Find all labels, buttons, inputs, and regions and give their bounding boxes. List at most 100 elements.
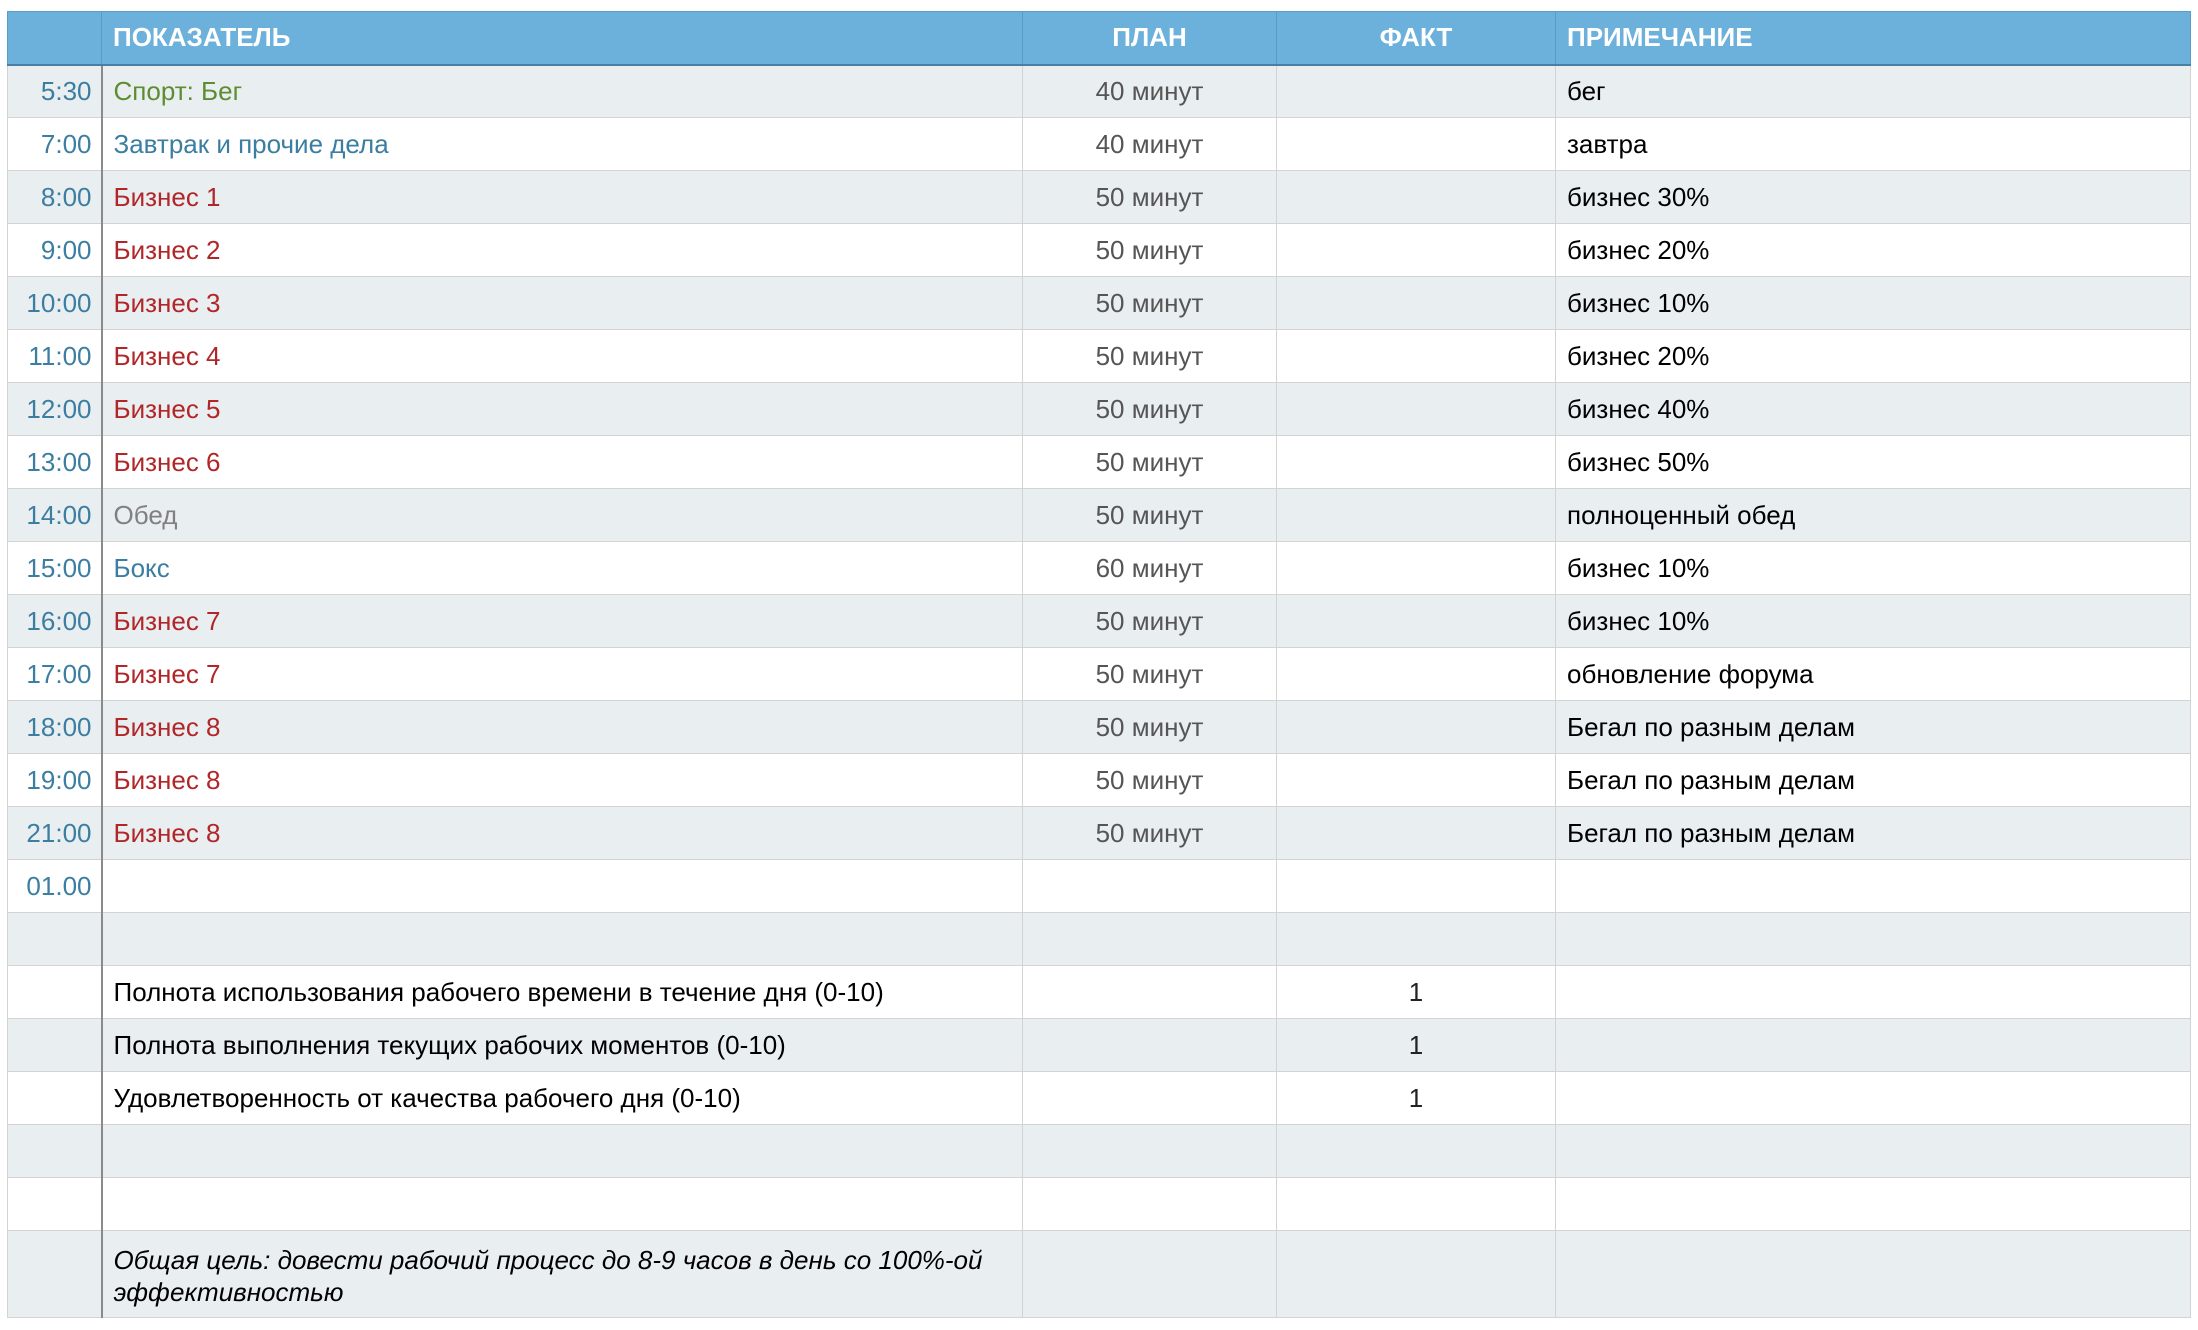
cell [1555,1071,2191,1125]
table-row: Полнота выполнения текущих рабочих момен… [7,1018,2191,1072]
note-cell: бег [1555,64,2191,118]
time-cell: 9:00 [7,223,103,277]
cell [1022,912,1277,966]
task-cell: Бизнес 7 [101,594,1023,648]
fact-cell [1276,700,1556,754]
plan-cell: 40 минут [1022,64,1277,118]
cell [1022,1018,1277,1072]
task-cell: Бокс [101,541,1023,595]
task-cell: Бизнес 3 [101,276,1023,330]
header-cell: ФАКТ [1276,11,1556,66]
note-cell: обновление форума [1555,647,2191,701]
note-cell: полноценный обед [1555,488,2191,542]
time-cell: 13:00 [7,435,103,489]
schedule-table: ПОКАЗАТЕЛЬ ПЛАН ФАКТ ПРИМЕЧАНИЕ 5:30 Спор… [7,11,2191,1318]
table-row: 19:00 Бизнес 8 50 минут Бегал по разным дел… [7,753,2191,807]
cell [7,1071,103,1125]
fact-cell [1276,276,1556,330]
task-cell: Обед [101,488,1023,542]
table-row: Удовлетворенность от качества рабочего д… [7,1071,2191,1125]
table-row: 15:00 Бокс 60 минут бизнес 10% [7,541,2191,595]
note-cell: бизнес 10% [1555,541,2191,595]
table-row: 01.00 [7,859,2191,913]
note-cell: бизнес 10% [1555,594,2191,648]
table-row: 17:00 Бизнес 7 50 минут обновление форума [7,647,2191,701]
cell [101,912,1023,966]
task-cell: Завтрак и прочие дела [101,117,1023,171]
cell [1276,859,1556,913]
header-cell: ПЛАН [1022,11,1277,66]
note-cell: бизнес 30% [1555,170,2191,224]
plan-cell: 50 минут [1022,753,1277,807]
table-row: 12:00 Бизнес 5 50 минут бизнес 40% [7,382,2191,436]
table-row: 9:00 Бизнес 2 50 минут бизнес 20% [7,223,2191,277]
table-row: 5:30 Спорт: Бег 40 минут бег [7,64,2191,118]
time-cell: 18:00 [7,700,103,754]
cell [1022,965,1277,1019]
cell [1555,859,2191,913]
cell [7,965,103,1019]
cell [7,912,103,966]
cell [1022,1071,1277,1125]
time-cell: 16:00 [7,594,103,648]
plan-cell: 50 минут [1022,329,1277,383]
table-row: 8:00 Бизнес 1 50 минут бизнес 30% [7,170,2191,224]
cell [1276,1230,1556,1318]
task-cell: Бизнес 1 [101,170,1023,224]
table-row: 16:00 Бизнес 7 50 минут бизнес 10% [7,594,2191,648]
table-row: Общая цель: довести рабочий процесс до 8… [7,1230,2191,1318]
plan-cell: 50 минут [1022,594,1277,648]
table-row: 7:00 Завтрак и прочие дела 40 минут завтра [7,117,2191,171]
note-cell: Бегал по разным делам [1555,753,2191,807]
fact-cell [1276,117,1556,171]
time-cell: 19:00 [7,753,103,807]
time-cell: 17:00 [7,647,103,701]
task-cell: Спорт: Бег [101,64,1023,118]
cell [1555,1230,2191,1318]
header-row: ПОКАЗАТЕЛЬ ПЛАН ФАКТ ПРИМЕЧАНИЕ [7,11,2191,66]
cell [1022,1124,1277,1178]
cell [1555,1177,2191,1231]
note-cell: бизнес 40% [1555,382,2191,436]
metric-label: Удовлетворенность от качества рабочего д… [101,1071,1023,1125]
plan-cell: 50 минут [1022,223,1277,277]
metric-value: 1 [1276,965,1556,1019]
time-cell: 8:00 [7,170,103,224]
cell [7,1124,103,1178]
fact-cell [1276,223,1556,277]
time-cell: 11:00 [7,329,103,383]
task-cell: Бизнес 2 [101,223,1023,277]
task-cell: Бизнес 8 [101,700,1023,754]
goal-text: Общая цель: довести рабочий процесс до 8… [101,1230,1023,1318]
fact-cell [1276,594,1556,648]
task-cell: Бизнес 8 [101,806,1023,860]
time-cell: 15:00 [7,541,103,595]
table-row: 11:00 Бизнес 4 50 минут бизнес 20% [7,329,2191,383]
cell [101,859,1023,913]
fact-cell [1276,64,1556,118]
header-cell: ПОКАЗАТЕЛЬ [101,11,1023,66]
table-row: 18:00 Бизнес 8 50 минут Бегал по разным дел… [7,700,2191,754]
note-cell: завтра [1555,117,2191,171]
table-row [7,1124,2191,1178]
table-row: 10:00 Бизнес 3 50 минут бизнес 10% [7,276,2191,330]
cell [1276,1124,1556,1178]
cell [1022,859,1277,913]
table-body: 5:30 Спорт: Бег 40 минут бег 7:00 Завтрак и п… [7,64,2191,1318]
fact-cell [1276,753,1556,807]
cell [1022,1230,1277,1318]
plan-cell: 50 минут [1022,647,1277,701]
metric-value: 1 [1276,1071,1556,1125]
metric-label: Полнота использования рабочего времени в… [101,965,1023,1019]
note-cell: бизнес 10% [1555,276,2191,330]
time-cell: 12:00 [7,382,103,436]
table-row [7,912,2191,966]
cell [1555,912,2191,966]
table-row: 14:00 Обед 50 минут полноценный обед [7,488,2191,542]
note-cell: бизнес 50% [1555,435,2191,489]
plan-cell: 40 минут [1022,117,1277,171]
task-cell: Бизнес 4 [101,329,1023,383]
fact-cell [1276,329,1556,383]
